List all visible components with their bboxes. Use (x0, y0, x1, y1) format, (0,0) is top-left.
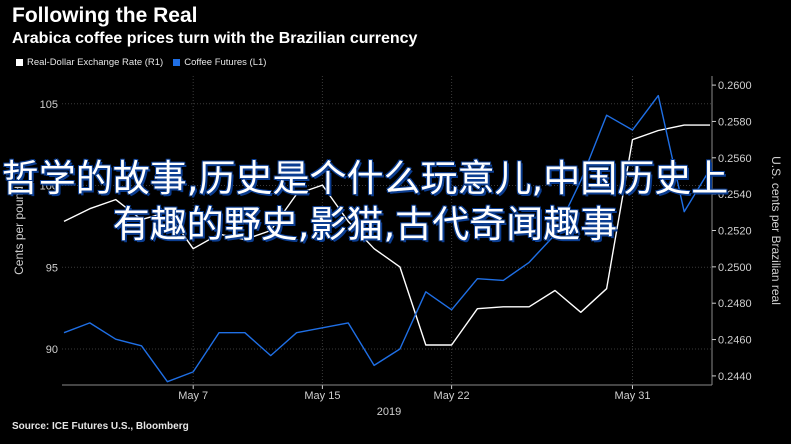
x-tick-label: May 22 (434, 390, 470, 402)
legend-swatch-coffee-futures (173, 59, 181, 66)
left-tick-label: 95 (46, 262, 58, 274)
right-tick-label: 0.2480 (718, 298, 752, 310)
chart-subtitle: Arabica coffee prices turn with the Braz… (12, 30, 418, 47)
right-tick-label: 0.2460 (718, 335, 752, 347)
right-axis-title: U.S. cents per Brazilian real (769, 156, 783, 305)
legend: Real-Dollar Exchange Rate (R1) Coffee Fu… (16, 57, 266, 68)
x-tick-label: May 31 (614, 390, 650, 402)
right-tick-label: 0.2600 (718, 80, 752, 92)
x-tick-label: May 15 (304, 390, 340, 402)
chart-title: Following the Real (12, 4, 198, 27)
series-line-exchange-rate (63, 124, 710, 346)
right-tick-label: 0.2520 (718, 226, 752, 238)
right-tick-label: 0.2580 (718, 116, 752, 128)
legend-item-coffee-futures: Coffee Futures (L1) (173, 57, 266, 68)
left-axis-title: Cents per pound (12, 186, 26, 275)
x-tick-label: May 7 (178, 390, 208, 402)
series-line-coffee-futures (63, 94, 711, 383)
legend-label-coffee-futures: Coffee Futures (L1) (184, 57, 267, 68)
right-tick-label: 0.2500 (718, 262, 752, 274)
right-tick-label: 0.2560 (718, 153, 752, 165)
source-note: Source: ICE Futures U.S., Bloomberg (12, 421, 189, 432)
legend-item-exchange-rate: Real-Dollar Exchange Rate (R1) (16, 57, 163, 68)
right-tick-label: 0.2440 (718, 371, 752, 383)
left-tick-label: 100 (40, 181, 58, 193)
left-tick-label: 90 (46, 344, 58, 356)
left-tick-label: 105 (40, 99, 58, 111)
watermark-overlay-text: 哲学的故事,历史是个什么玩意儿,中国历史上有趣的野史,影猫,古代奇闻趣事 (1, 157, 729, 246)
right-tick-label: 0.2540 (718, 189, 752, 201)
legend-label-exchange-rate: Real-Dollar Exchange Rate (R1) (27, 57, 164, 68)
legend-swatch-exchange-rate (16, 59, 23, 66)
x-year-label: 2019 (377, 406, 401, 418)
